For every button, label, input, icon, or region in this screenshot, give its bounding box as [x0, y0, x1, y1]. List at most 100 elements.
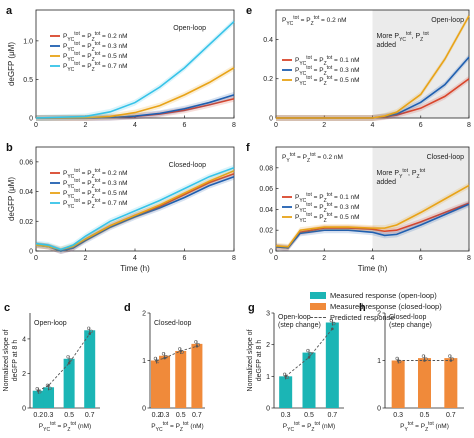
legend-label: PYCtot = PZtot = 0.2 nM [63, 168, 128, 180]
x-tick-label: 4 [133, 255, 137, 262]
legend-item-predicted: Predicted response [310, 312, 474, 323]
panel-annotation-2: (step change) [389, 322, 432, 329]
x-tick-label: 6 [419, 255, 423, 262]
predicted-point [396, 359, 400, 362]
bar [150, 360, 162, 408]
series-band [36, 64, 234, 121]
legend-label-predicted: Predicted response [330, 313, 395, 322]
bar [302, 352, 316, 408]
x-tick-label: 2 [322, 122, 326, 129]
panel-label: b [6, 142, 13, 154]
y-tick-label: 0 [266, 406, 270, 413]
data-point [329, 318, 334, 323]
x-tick-label: 6 [183, 122, 187, 129]
panel-annotation: Open-loop [431, 17, 464, 24]
series-band [36, 167, 234, 253]
predicted-line [156, 345, 198, 361]
predicted-point [449, 359, 453, 362]
step-annotation-2: added [377, 179, 397, 186]
panel-annotation: Closed-loop [427, 154, 464, 161]
x-tick-label: 0 [274, 255, 278, 262]
y-tick-label: 0 [29, 249, 33, 256]
predicted-line [285, 328, 333, 377]
panel-annotation: Open-loop [173, 25, 206, 32]
legend-label: PYCtot = PZtot = 0.3 nM [63, 178, 128, 190]
bar [63, 358, 75, 408]
y-tick-label: 2 [142, 311, 146, 318]
x-tick-label: 0.5 [420, 412, 430, 419]
x-tick-label: 0.7 [446, 412, 456, 419]
series-band [36, 170, 234, 254]
y-tick-label: 0 [269, 116, 273, 123]
data-point [164, 355, 168, 359]
data-point [448, 354, 452, 358]
panel-annotation: Open-loop [34, 320, 67, 327]
bar [159, 355, 171, 408]
predicted-point [47, 384, 50, 387]
series-band [36, 164, 234, 253]
y-tick-label: 4 [22, 336, 26, 343]
x-tick-label: 8 [232, 122, 236, 129]
data-point [306, 348, 310, 353]
legend: Measured response (open-loop) Measured r… [310, 290, 474, 350]
series-band [276, 75, 469, 121]
bar [279, 376, 293, 408]
y-tick-label: 1 [266, 374, 270, 381]
legend-label: PYCtot = PZtot = 0.3 nM [295, 202, 360, 214]
x-tick-label: 0 [274, 122, 278, 129]
predicted-point [307, 356, 311, 359]
x-tick-label: 4 [133, 122, 137, 129]
legend-swatch-closed [310, 303, 326, 310]
legend-label: PYCtot = PZtot = 0.7 nM [63, 61, 128, 73]
data-point [89, 329, 93, 333]
predicted-point [36, 389, 40, 393]
series-line [276, 15, 470, 119]
x-tick-label: 0.3 [44, 412, 54, 419]
y-tick-label: 3 [266, 311, 270, 318]
legend-label: PYCtot = PZtot = 0.2 nM [63, 31, 128, 43]
data-point [87, 326, 91, 330]
legend-label-closed: Measured response (closed-loop) [330, 302, 442, 311]
x-tick-label: 2 [322, 255, 326, 262]
y-tick-label: 0.4 [263, 37, 273, 44]
y-tick-label: 1.0 [23, 38, 33, 45]
series-band [36, 173, 234, 254]
x-axis-label: Time (h) [120, 264, 150, 273]
series-line [275, 184, 470, 248]
data-point [48, 386, 52, 390]
x-tick-label: 0.5 [176, 412, 186, 419]
x-tick-label: 2 [84, 255, 88, 262]
y-tick-label: 0.04 [19, 189, 33, 196]
bar [325, 322, 339, 408]
panel-label: c [4, 302, 10, 314]
data-point [194, 340, 198, 344]
x-tick-label: 6 [419, 122, 423, 129]
legend-item-open: Measured response (open-loop) [310, 290, 474, 301]
bar [32, 390, 44, 408]
bar [391, 360, 405, 408]
y-axis-label-2: deGFP at 8 h [12, 340, 19, 382]
series-line [35, 20, 235, 119]
step-annotation: More PYCtot, PZtot [377, 31, 430, 43]
x-tick-label: 0.2 [152, 412, 162, 419]
x-axis-label: PYtot = PZtot (nM) [400, 421, 449, 433]
x-tick-label: 0 [34, 255, 38, 262]
bar [444, 358, 458, 408]
panel-label: g [248, 302, 255, 314]
y-axis-label-2: deGFP at 8 h [256, 340, 263, 382]
series-line [35, 167, 235, 251]
shaded-region [372, 147, 469, 251]
y-axis-label: Normalized slope of [247, 330, 254, 392]
legend-label: PYCtot = PZtot = 0.5 nM [295, 212, 360, 224]
y-tick-label: 1 [377, 358, 381, 365]
y-tick-label: 0 [377, 406, 381, 413]
panel-a: 0 2 4 6 8 0 0.5 1.0 deGFP (μM) a PYCtot = PZtot = … [6, 5, 236, 129]
predicted-point [179, 349, 183, 353]
y-axis-label: deGFP (μM) [7, 42, 16, 86]
panel-title: PYtot = PZtot = 0.2 nM [282, 152, 343, 164]
bar [175, 351, 187, 408]
data-point [332, 321, 336, 326]
predicted-point [67, 361, 71, 365]
x-tick-label: 0.7 [85, 412, 95, 419]
